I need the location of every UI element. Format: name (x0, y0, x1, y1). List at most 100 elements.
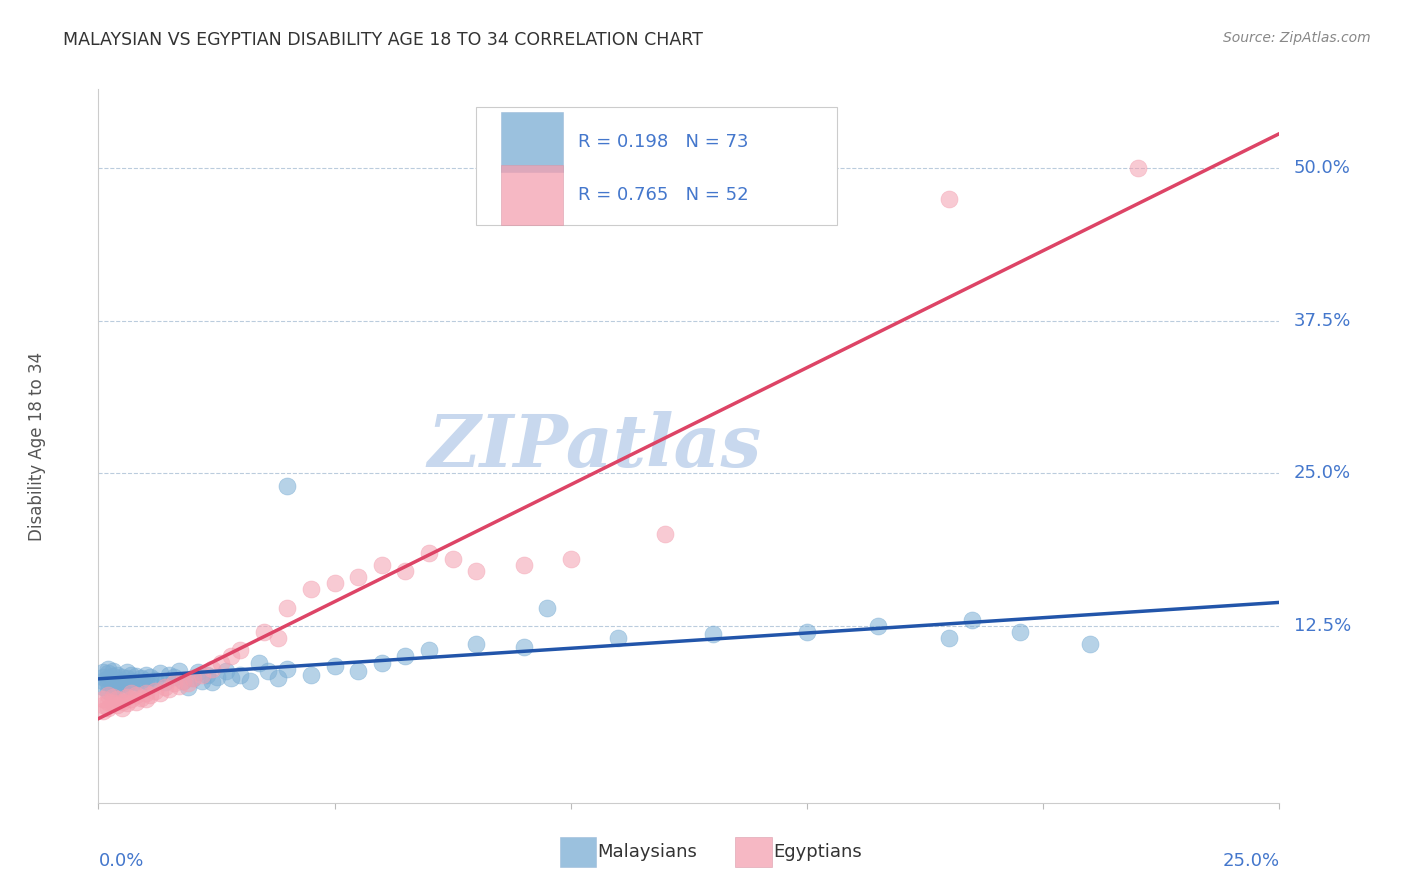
Malaysians (299, 667, 322, 681)
Malaysians (111, 676, 134, 690)
Egyptians (91, 704, 114, 718)
Malaysians (125, 669, 148, 683)
Malaysians (347, 664, 370, 678)
Malaysians (239, 673, 262, 688)
Egyptians (97, 689, 120, 703)
Malaysians (125, 675, 148, 690)
Egyptians (115, 696, 138, 710)
Text: R = 0.198   N = 73: R = 0.198 N = 73 (578, 133, 748, 151)
Egyptians (276, 600, 298, 615)
Egyptians (1126, 161, 1149, 176)
Malaysians (962, 613, 984, 627)
Egyptians (167, 679, 190, 693)
Egyptians (157, 682, 180, 697)
Malaysians (143, 673, 166, 687)
Malaysians (1080, 637, 1102, 651)
Malaysians (105, 673, 128, 687)
Egyptians (125, 689, 148, 703)
Malaysians (91, 665, 114, 680)
Malaysians (465, 637, 488, 651)
Egyptians (105, 698, 128, 713)
Egyptians (101, 696, 124, 710)
Egyptians (97, 694, 120, 708)
Egyptians (299, 582, 322, 597)
Egyptians (654, 527, 676, 541)
Egyptians (101, 690, 124, 704)
Text: ZIPatlas: ZIPatlas (427, 410, 762, 482)
Malaysians (91, 670, 114, 684)
Egyptians (139, 689, 162, 703)
Malaysians (97, 672, 120, 686)
Malaysians (153, 675, 176, 690)
Malaysians (135, 667, 157, 681)
Malaysians (97, 666, 120, 681)
Malaysians (135, 673, 157, 688)
Malaysians (97, 662, 120, 676)
Malaysians (139, 670, 162, 684)
Malaysians (167, 664, 190, 678)
Malaysians (172, 673, 194, 688)
Egyptians (219, 649, 242, 664)
Malaysians (97, 683, 120, 698)
Egyptians (191, 667, 214, 681)
Malaysians (105, 679, 128, 693)
Malaysians (91, 680, 114, 694)
Egyptians (347, 570, 370, 584)
Egyptians (97, 700, 120, 714)
Malaysians (177, 680, 200, 694)
Egyptians (105, 692, 128, 706)
Egyptians (267, 631, 290, 645)
Text: Egyptians: Egyptians (773, 843, 862, 861)
Malaysians (247, 656, 270, 670)
Egyptians (229, 643, 252, 657)
Malaysians (201, 675, 224, 690)
Egyptians (121, 692, 143, 706)
Malaysians (111, 670, 134, 684)
Text: 25.0%: 25.0% (1294, 465, 1351, 483)
Malaysians (187, 665, 209, 680)
Egyptians (394, 564, 416, 578)
Malaysians (129, 677, 152, 691)
Egyptians (323, 576, 346, 591)
Text: 50.0%: 50.0% (1294, 160, 1351, 178)
Malaysians (195, 667, 218, 681)
Malaysians (607, 631, 630, 645)
Malaysians (115, 665, 138, 680)
Egyptians (253, 625, 276, 640)
Malaysians (257, 664, 280, 678)
Egyptians (135, 686, 157, 700)
Egyptians (143, 683, 166, 698)
Malaysians (276, 662, 298, 676)
Egyptians (177, 676, 200, 690)
Egyptians (371, 558, 394, 572)
Egyptians (153, 680, 176, 694)
Malaysians (219, 672, 242, 686)
Egyptians (418, 546, 440, 560)
Text: MALAYSIAN VS EGYPTIAN DISABILITY AGE 18 TO 34 CORRELATION CHART: MALAYSIAN VS EGYPTIAN DISABILITY AGE 18 … (63, 31, 703, 49)
Egyptians (149, 686, 172, 700)
Malaysians (205, 670, 228, 684)
Egyptians (163, 676, 186, 690)
Malaysians (323, 659, 346, 673)
Egyptians (209, 656, 232, 670)
Text: 37.5%: 37.5% (1294, 312, 1351, 330)
Egyptians (181, 672, 204, 686)
Malaysians (121, 667, 143, 681)
Malaysians (121, 680, 143, 694)
Malaysians (129, 672, 152, 686)
Malaysians (101, 664, 124, 678)
Text: 12.5%: 12.5% (1294, 617, 1351, 635)
Malaysians (105, 667, 128, 681)
Malaysians (536, 600, 558, 615)
Text: Malaysians: Malaysians (598, 843, 697, 861)
Malaysians (512, 640, 534, 654)
Malaysians (267, 672, 290, 686)
Egyptians (135, 692, 157, 706)
Egyptians (91, 692, 114, 706)
Malaysians (229, 667, 252, 681)
Malaysians (111, 682, 134, 697)
Egyptians (938, 192, 960, 206)
Egyptians (121, 686, 143, 700)
Malaysians (101, 669, 124, 683)
Egyptians (91, 698, 114, 713)
